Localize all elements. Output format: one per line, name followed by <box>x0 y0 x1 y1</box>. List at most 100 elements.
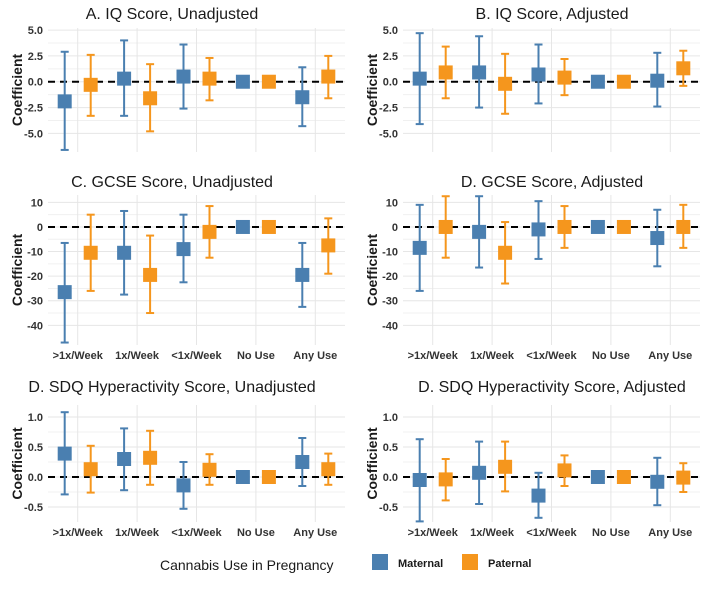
point-maternal <box>117 245 132 260</box>
point-maternal <box>117 452 132 466</box>
point-maternal <box>650 474 665 489</box>
x-tick-label: 1x/Week <box>470 527 515 539</box>
y-tick-label: -0.5 <box>379 502 398 514</box>
legend-label-maternal: Maternal <box>398 558 443 570</box>
x-tick-label: <1x/Week <box>526 527 577 539</box>
point-maternal <box>590 74 605 89</box>
point-paternal <box>261 470 276 484</box>
point-paternal <box>438 65 453 80</box>
y-tick-label: 0.0 <box>383 77 398 89</box>
panel-title: B. IQ Score, Adjusted <box>476 6 629 23</box>
point-paternal <box>321 69 336 84</box>
point-paternal <box>676 61 691 76</box>
y-tick-label: 5.0 <box>28 25 43 37</box>
y-tick-label: 2.5 <box>28 51 43 63</box>
y-tick-label: 0.5 <box>28 442 43 454</box>
y-tick-label: 0.0 <box>28 77 43 89</box>
y-tick-label: -40 <box>382 320 398 332</box>
y-tick-label: 5.0 <box>383 25 398 37</box>
panel-title: D. SDQ Hyperactivity Score, Adjusted <box>418 379 686 396</box>
legend: Cannabis Use in Pregnancy Maternal Pater… <box>160 554 531 573</box>
y-tick-label: -0.5 <box>24 502 43 514</box>
point-maternal <box>57 94 72 109</box>
point-maternal <box>176 69 191 84</box>
point-maternal <box>472 224 487 239</box>
y-axis-label: Coefficient <box>364 233 380 306</box>
point-paternal <box>498 459 513 474</box>
point-paternal <box>438 219 453 234</box>
y-axis-label: Coefficient <box>9 53 25 126</box>
point-paternal <box>143 267 158 282</box>
point-maternal <box>650 73 665 88</box>
point-maternal <box>176 478 191 493</box>
point-paternal <box>202 224 217 239</box>
y-tick-label: -5.0 <box>379 128 398 140</box>
point-paternal <box>321 238 336 253</box>
y-tick-label: 0.5 <box>383 442 398 454</box>
panel-title: A. IQ Score, Unadjusted <box>86 6 259 23</box>
x-tick-label: Any Use <box>293 350 337 362</box>
panel-title: C. GCSE Score, Unadjusted <box>71 174 273 191</box>
point-paternal <box>83 77 98 92</box>
y-axis-label: Coefficient <box>9 427 25 500</box>
panels: -5.0 -2.5 0.0 2.5 5.0 A. IQ Score, Unadjusted… <box>9 6 700 539</box>
point-paternal <box>616 470 631 484</box>
panel-6: -0.5 0.0 0.5 1.0 >1x/Week 1x/Week <1x/Week No U… <box>364 379 700 539</box>
point-maternal <box>472 65 487 80</box>
point-paternal <box>676 470 691 485</box>
x-tick-label: >1x/Week <box>53 350 104 362</box>
point-paternal <box>557 463 572 478</box>
point-paternal <box>498 76 513 91</box>
y-tick-label: 0 <box>37 222 43 234</box>
point-maternal <box>117 71 132 86</box>
point-paternal <box>616 74 631 89</box>
panel-5: -0.5 0.0 0.5 1.0 >1x/Week 1x/Week <1x/Week No U… <box>9 379 345 539</box>
point-paternal <box>83 245 98 260</box>
point-paternal <box>143 450 158 465</box>
point-maternal <box>235 470 250 484</box>
point-paternal <box>143 91 158 106</box>
y-tick-label: -2.5 <box>24 103 43 115</box>
point-paternal <box>202 71 217 86</box>
point-maternal <box>235 74 250 89</box>
y-axis-label: Coefficient <box>364 427 380 500</box>
x-tick-label: No Use <box>237 527 275 539</box>
legend-label-paternal: Paternal <box>488 558 531 570</box>
x-tick-label: <1x/Week <box>171 350 222 362</box>
point-paternal <box>261 219 276 234</box>
x-tick-label: >1x/Week <box>408 350 459 362</box>
point-maternal <box>412 473 427 487</box>
point-maternal <box>590 219 605 234</box>
point-maternal <box>235 219 250 234</box>
point-maternal <box>57 285 72 300</box>
x-tick-label: 1x/Week <box>470 350 515 362</box>
point-maternal <box>176 242 191 257</box>
x-tick-label: 1x/Week <box>115 527 160 539</box>
point-maternal <box>472 465 487 480</box>
x-tick-label: >1x/Week <box>408 527 459 539</box>
x-tick-label: >1x/Week <box>53 527 104 539</box>
point-maternal <box>295 455 310 469</box>
x-tick-label: <1x/Week <box>526 350 577 362</box>
y-axis-label: Coefficient <box>9 233 25 306</box>
y-tick-label: 10 <box>31 197 43 209</box>
x-tick-label: Any Use <box>648 527 692 539</box>
point-maternal <box>531 488 546 503</box>
point-paternal <box>261 74 276 89</box>
point-maternal <box>590 470 605 484</box>
x-tick-label: <1x/Week <box>171 527 222 539</box>
y-tick-label: -10 <box>382 247 398 259</box>
y-tick-label: -20 <box>27 271 43 283</box>
y-tick-label: -20 <box>382 271 398 283</box>
y-tick-label: -30 <box>27 296 43 308</box>
point-paternal <box>321 462 336 477</box>
point-paternal <box>557 70 572 85</box>
y-tick-label: 0.0 <box>383 472 398 484</box>
x-tick-label: No Use <box>592 350 630 362</box>
point-paternal <box>202 462 217 477</box>
panel-title: D. GCSE Score, Adjusted <box>461 174 643 191</box>
point-maternal <box>295 267 310 282</box>
x-tick-label: Any Use <box>293 527 337 539</box>
point-paternal <box>438 472 453 487</box>
